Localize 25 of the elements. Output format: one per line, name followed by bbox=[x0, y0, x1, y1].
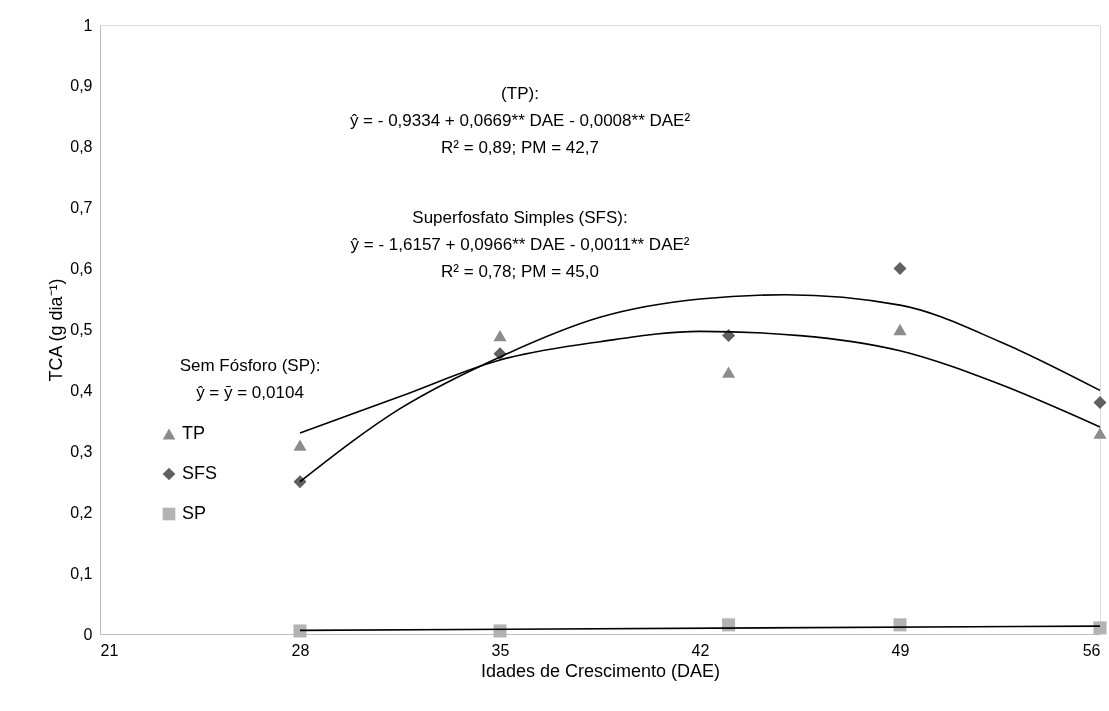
annotation: Sem Fósforo (SP): ŷ = ȳ = 0,0104 bbox=[179, 356, 321, 402]
y-tick-label: 0,3 bbox=[70, 442, 93, 460]
y-axis-title: TCA (g dia⁻¹) bbox=[46, 278, 67, 382]
annotation: Superfosfato Simples (SFS): ŷ = - 1,6157 + 0,0966** DAE - 0,0011** DAE² R² = 0,78; PM = 45,0 bbox=[350, 208, 690, 281]
y-tick-label: 0,5 bbox=[70, 321, 93, 338]
legend-label: TP bbox=[182, 423, 206, 443]
x-tick-label: 35 bbox=[491, 641, 510, 659]
legend-label: SFS bbox=[182, 463, 218, 483]
y-tick-label: 0 bbox=[83, 625, 93, 643]
y-tick-label: 1 bbox=[83, 16, 93, 34]
annotation: (TP): ŷ = - 0,9334 + 0,0669** DAE - 0,0008** DAE² R² = 0,89; PM = 42,7 bbox=[349, 84, 691, 157]
y-tick-label: 0,6 bbox=[70, 260, 93, 278]
y-tick-label: 0,7 bbox=[70, 199, 93, 217]
y-tick-label: 0,2 bbox=[70, 503, 93, 521]
y-tick-label: 0,9 bbox=[70, 77, 93, 95]
x-axis-title: Idades de Crescimento (DAE) bbox=[480, 660, 721, 681]
x-tick-label: 28 bbox=[291, 641, 310, 659]
y-tick-label: 0,8 bbox=[70, 138, 93, 156]
x-tick-label: 21 bbox=[100, 641, 119, 659]
y-tick-label: 0,4 bbox=[70, 381, 93, 399]
x-tick-label: 49 bbox=[891, 641, 910, 659]
x-tick-label: 42 bbox=[691, 641, 710, 659]
x-tick-label: 56 bbox=[1082, 641, 1101, 659]
y-tick-label: 0,1 bbox=[70, 564, 93, 582]
legend-label: SP bbox=[182, 503, 207, 523]
